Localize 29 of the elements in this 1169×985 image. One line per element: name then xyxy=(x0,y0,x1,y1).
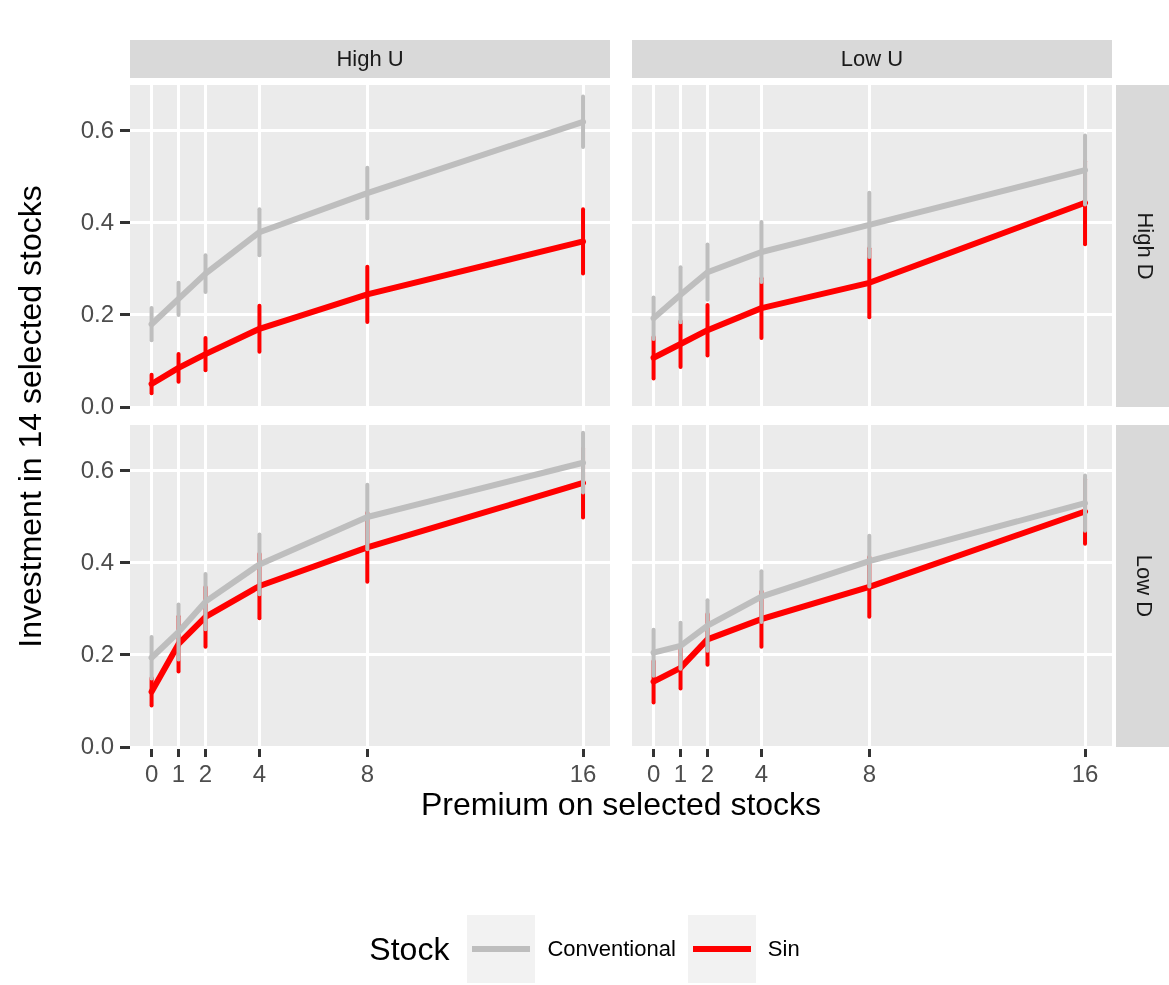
chart-title: Low U xyxy=(632,40,1112,78)
x-tick-label: 4 xyxy=(252,760,267,788)
x-tick-label: 1 xyxy=(171,760,186,788)
x-tick-label: 0 xyxy=(646,760,661,788)
x-tick-label: 1 xyxy=(673,760,688,788)
y-tick-label: 0.4 xyxy=(80,547,114,575)
chart-title: High U xyxy=(130,40,610,78)
y-tick-label: 0.2 xyxy=(80,299,114,327)
y-tick-label: 0.2 xyxy=(80,639,114,667)
y-tick-label: 0.0 xyxy=(80,731,114,759)
y-axis-title: Investment in 14 selected stocks xyxy=(11,184,49,648)
x-tick-label: 16 xyxy=(1071,760,1099,788)
x-tick-label: 0 xyxy=(144,760,159,788)
x-tick-label: 8 xyxy=(862,760,876,788)
x-tick-label: 4 xyxy=(754,760,769,788)
y-tick-label: 0.0 xyxy=(80,391,114,419)
legend-label: Sin xyxy=(767,936,800,962)
legend-title: Stock xyxy=(369,930,450,968)
y2-axis-title: Low D xyxy=(1131,554,1158,618)
x-tick-label: 2 xyxy=(198,760,213,788)
y-tick-label: 0.6 xyxy=(80,455,114,483)
x-tick-label: 2 xyxy=(700,760,715,788)
x-tick-label: 8 xyxy=(360,760,374,788)
y-tick-label: 0.6 xyxy=(80,115,114,143)
y2-axis-title: High D xyxy=(1131,212,1158,280)
x-tick-label: 16 xyxy=(569,760,597,788)
y-tick-label: 0.4 xyxy=(80,207,114,235)
legend-label: Conventional xyxy=(547,936,676,962)
x-axis-title: Premium on selected stocks xyxy=(419,786,823,823)
